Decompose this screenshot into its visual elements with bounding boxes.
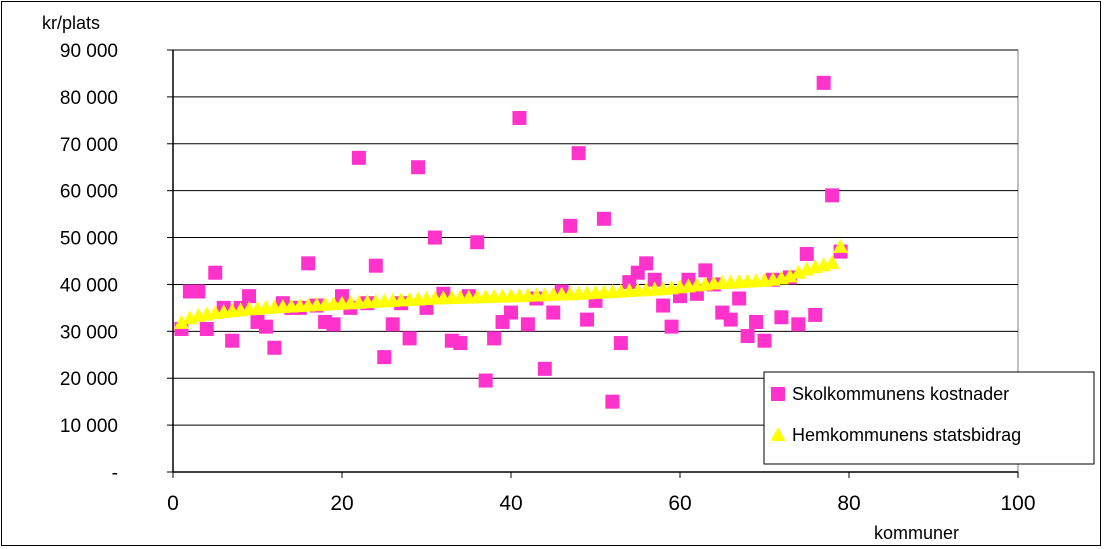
x-tick-label: 20 bbox=[330, 492, 353, 515]
data-point-square bbox=[613, 336, 628, 351]
data-point-square bbox=[377, 350, 392, 365]
data-point-square bbox=[808, 307, 823, 322]
data-point-square bbox=[470, 235, 485, 250]
data-point-square bbox=[639, 256, 654, 271]
data-point-square bbox=[411, 160, 426, 175]
data-point-square bbox=[504, 305, 518, 320]
data-point-square bbox=[301, 256, 316, 271]
data-point-square bbox=[537, 361, 552, 376]
data-point-square bbox=[596, 211, 611, 226]
data-point-square bbox=[774, 310, 789, 325]
data-point-square bbox=[740, 329, 755, 344]
data-point-square bbox=[487, 331, 502, 346]
y-tick-label: 60 000 bbox=[60, 182, 118, 203]
y-tick-label: 40 000 bbox=[60, 275, 118, 296]
data-point-square bbox=[749, 314, 764, 329]
data-point-square bbox=[698, 263, 713, 278]
x-tick-label: 0 bbox=[167, 492, 179, 515]
data-point-square bbox=[799, 246, 814, 261]
data-point-square bbox=[199, 321, 214, 336]
data-point-square bbox=[563, 218, 578, 233]
y-tick-labels: - 10 000 20 000 30 000 40 000 50 000 60 000 70 … bbox=[60, 41, 118, 484]
x-tick-labels: 0 20 40 60 80 100 bbox=[167, 492, 1035, 515]
data-point-square bbox=[242, 289, 257, 304]
data-point-square bbox=[732, 291, 747, 306]
legend-label: Skolkommunens kostnader bbox=[792, 384, 1009, 404]
data-point-square bbox=[402, 331, 417, 346]
data-point-square bbox=[427, 230, 442, 245]
data-point-square bbox=[191, 284, 206, 299]
x-tick-label: 40 bbox=[499, 492, 522, 515]
data-point-square bbox=[453, 336, 468, 351]
series-triangles bbox=[173, 238, 849, 329]
data-point-square bbox=[647, 272, 662, 287]
legend-label: Hemkommunens statsbidrag bbox=[792, 425, 1021, 445]
legend: Skolkommunens kostnader Hemkommunens stat… bbox=[763, 371, 1095, 465]
data-point-square bbox=[825, 188, 840, 203]
data-point-square bbox=[791, 317, 806, 332]
data-point-square bbox=[368, 258, 383, 273]
data-point-triangle bbox=[173, 314, 189, 329]
data-point-square bbox=[580, 312, 595, 327]
data-point-triangle bbox=[824, 254, 840, 269]
data-point-square bbox=[326, 317, 341, 332]
data-point-square bbox=[512, 110, 527, 125]
data-point-square bbox=[351, 150, 366, 165]
data-marks bbox=[173, 75, 849, 409]
x-tick-label: 60 bbox=[668, 492, 691, 515]
data-point-triangle bbox=[833, 238, 849, 253]
data-point-square bbox=[664, 319, 679, 334]
data-point-square bbox=[520, 317, 535, 332]
y-tick-label: 80 000 bbox=[60, 88, 118, 109]
legend-square-icon bbox=[771, 387, 785, 401]
legend-triangle-icon bbox=[770, 427, 786, 441]
data-point-square bbox=[816, 75, 831, 90]
x-axis-title: kommuner bbox=[874, 523, 959, 543]
x-tick-label: 80 bbox=[837, 492, 860, 515]
data-point-square bbox=[258, 319, 273, 334]
data-point-square bbox=[385, 317, 400, 332]
data-point-triangle bbox=[782, 268, 798, 283]
data-point-square bbox=[723, 312, 738, 327]
axes bbox=[172, 50, 1019, 478]
data-point-square bbox=[478, 373, 493, 388]
y-tick-label: - bbox=[112, 463, 118, 484]
data-point-square bbox=[571, 146, 586, 161]
y-tick-label: 90 000 bbox=[60, 41, 118, 62]
y-axis-title: kr/plats bbox=[42, 13, 100, 33]
gridlines bbox=[167, 49, 1018, 473]
data-point-square bbox=[208, 265, 223, 280]
data-point-square bbox=[605, 394, 620, 409]
data-point-square bbox=[267, 340, 282, 355]
y-tick-label: 10 000 bbox=[60, 416, 118, 437]
y-tick-label: 50 000 bbox=[60, 229, 118, 250]
y-tick-label: 70 000 bbox=[60, 135, 118, 156]
y-tick-label: 20 000 bbox=[60, 369, 118, 390]
x-tick-label: 100 bbox=[1000, 492, 1035, 515]
y-tick-label: 30 000 bbox=[60, 322, 118, 343]
data-point-square bbox=[225, 333, 240, 348]
legend-box bbox=[763, 371, 1095, 465]
data-point-square bbox=[656, 298, 671, 313]
data-point-square bbox=[757, 333, 772, 348]
data-point-square bbox=[546, 305, 561, 320]
